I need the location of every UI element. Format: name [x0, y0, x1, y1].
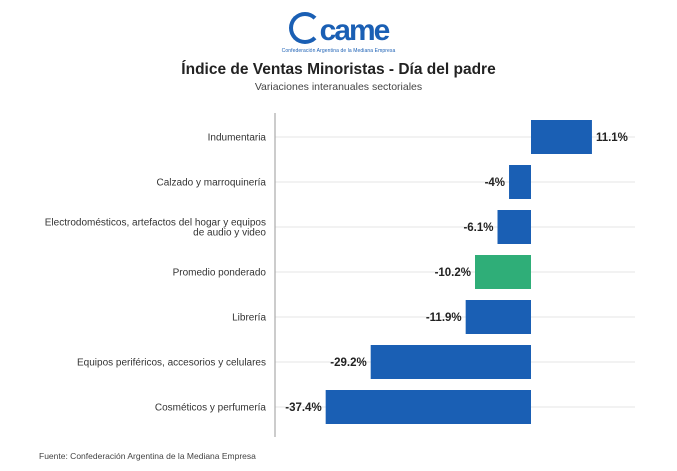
category-label-line: Promedio ponderado: [173, 268, 267, 279]
bar: [325, 390, 531, 424]
value-label: -11.9%: [426, 312, 462, 324]
chart-title: Índice de Ventas Minoristas - Día del pa…: [181, 61, 496, 78]
value-label: -29.2%: [330, 357, 366, 369]
came-logo: came Confederación Argentina de la Media…: [0, 12, 677, 54]
category-label: Cosméticos y perfumería: [155, 403, 267, 414]
bar: [531, 120, 592, 154]
logo-text: came: [319, 14, 391, 47]
value-label: 11.1%: [596, 132, 628, 144]
category-label-line: Librería: [232, 313, 266, 324]
category-label: Calzado y marroquinería: [157, 178, 267, 189]
value-label: -37.4%: [285, 402, 321, 414]
category-label-line: de audio y video: [193, 228, 266, 239]
chart-subtitle: Variaciones interanuales sectoriales: [254, 81, 423, 93]
category-label: Electrodomésticos, artefactos del hogar …: [45, 218, 267, 239]
category-label-line: Electrodomésticos, artefactos del hogar …: [45, 218, 266, 229]
bar: [509, 165, 531, 199]
bar: [475, 255, 531, 289]
value-label: -6.1%: [463, 222, 493, 234]
source-note: Fuente: Confederación Argentina de la Me…: [39, 451, 256, 461]
bar: [497, 210, 531, 244]
category-label-line: Equipos periféricos, accesorios y celula…: [77, 358, 266, 369]
value-label: -10.2%: [435, 267, 471, 279]
category-label-line: Cosméticos y perfumería: [155, 403, 267, 414]
category-label-line: Calzado y marroquinería: [157, 178, 267, 189]
bar: [370, 345, 531, 379]
logo-subtitle: Confederación Argentina de la Mediana Em…: [281, 48, 396, 54]
logo-mark: came: [288, 12, 391, 47]
bar: [465, 300, 531, 334]
category-label: Librería: [232, 313, 266, 324]
value-label: -4%: [485, 177, 505, 189]
category-label: Promedio ponderado: [173, 268, 267, 279]
category-label: Indumentaria: [208, 133, 267, 144]
category-label: Equipos periféricos, accesorios y celula…: [77, 358, 266, 369]
category-label-line: Indumentaria: [208, 133, 267, 144]
